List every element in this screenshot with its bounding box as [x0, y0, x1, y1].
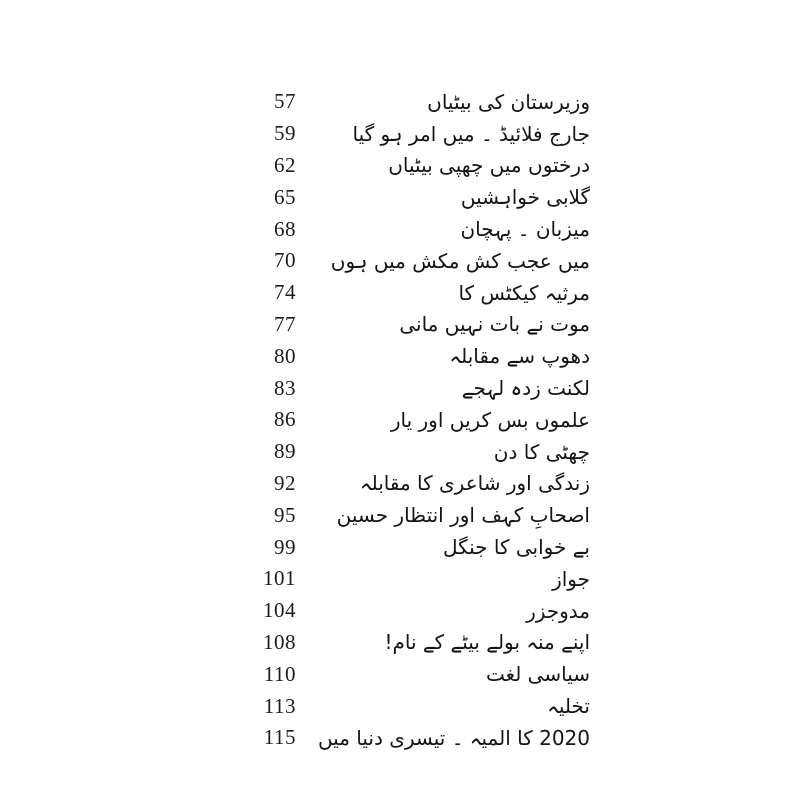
- toc-row: 113 تخلیہ: [238, 690, 590, 722]
- toc-row: 101 جواز: [238, 563, 590, 595]
- toc-row: 89 چھٹی کا دن: [238, 436, 590, 468]
- toc-entry-title: تخلیہ: [547, 694, 590, 719]
- toc-row: 86 علموں بس کریں اور یار: [238, 404, 590, 436]
- toc-entry-title: مرثیہ کیکٹس کا: [458, 280, 590, 305]
- toc-page-number: 108: [263, 629, 296, 654]
- toc-page-number: 113: [263, 693, 296, 718]
- toc-row: 92 زندگی اور شاعری کا مقابلہ: [238, 468, 590, 500]
- toc-entry-title: 2020 کا المیہ ۔ تیسری دنیا میں: [317, 725, 590, 750]
- toc-page-number: 62: [274, 152, 296, 177]
- toc-row: 65 گلابی خواہشیں: [238, 181, 590, 213]
- toc-row: 70 میں عجب کش مکش میں ہوں: [238, 245, 590, 277]
- toc-entry-title: چھٹی کا دن: [493, 439, 590, 464]
- toc-page-number: 99: [274, 534, 296, 559]
- toc-entry-title: درختوں میں چھپی بیٹیاں: [388, 153, 590, 178]
- table-of-contents: 57 وزیرستان کی بیٹیاں 59 جارج فلائیڈ ۔ م…: [238, 86, 590, 754]
- toc-entry-title: جارج فلائیڈ ۔ میں امر ہو گیا: [352, 121, 590, 146]
- toc-row: 95 اصحابِ کہف اور انتظار حسین: [238, 499, 590, 531]
- toc-page-number: 104: [263, 598, 296, 623]
- toc-entry-title: لکنت زدہ لہجے: [461, 376, 590, 401]
- toc-row: 62 درختوں میں چھپی بیٹیاں: [238, 150, 590, 182]
- toc-entry-title: اپنے منہ بولے بیٹے کے نام!: [384, 630, 591, 655]
- toc-entry-title: زندگی اور شاعری کا مقابلہ: [359, 471, 590, 496]
- toc-row: 68 میزبان ۔ پہچان: [238, 213, 590, 245]
- toc-page-number: 115: [263, 725, 296, 750]
- toc-row: 77 موت نے بات نہیں مانی: [238, 309, 590, 341]
- toc-page-number: 92: [274, 470, 296, 495]
- toc-entry-title: اصحابِ کہف اور انتظار حسین: [336, 503, 590, 528]
- toc-page-number: 95: [274, 502, 296, 527]
- toc-entry-title: موت نے بات نہیں مانی: [399, 312, 590, 337]
- toc-entry-title: گلابی خواہشیں: [460, 185, 590, 210]
- toc-row: 115 2020 کا المیہ ۔ تیسری دنیا میں: [238, 722, 590, 754]
- toc-row: 74 مرثیہ کیکٹس کا: [238, 277, 590, 309]
- toc-page-number: 74: [274, 280, 296, 305]
- toc-entry-title: جواز: [552, 566, 590, 591]
- toc-row: 110 سیاسی لغت: [238, 658, 590, 690]
- toc-entry-title: بے خوابی کا جنگل: [442, 535, 590, 560]
- toc-row: 57 وزیرستان کی بیٹیاں: [238, 86, 590, 118]
- toc-entry-title: میزبان ۔ پہچان: [460, 217, 590, 242]
- toc-page-number: 86: [274, 407, 296, 432]
- toc-page-number: 83: [274, 375, 296, 400]
- toc-page-number: 101: [263, 566, 296, 591]
- toc-row: 104 مدوجزر: [238, 595, 590, 627]
- toc-entry-title: سیاسی لغت: [485, 662, 590, 687]
- toc-entry-title: وزیرستان کی بیٹیاں: [427, 89, 590, 114]
- toc-page-number: 70: [274, 248, 296, 273]
- toc-row: 99 بے خوابی کا جنگل: [238, 531, 590, 563]
- toc-page-number: 57: [274, 89, 296, 114]
- toc-page-number: 59: [274, 121, 296, 146]
- toc-page-number: 65: [274, 184, 296, 209]
- toc-page-number: 80: [274, 343, 296, 368]
- toc-page-number: 77: [274, 311, 296, 336]
- toc-page-number: 110: [263, 661, 296, 686]
- toc-entry-title: میں عجب کش مکش میں ہوں: [330, 248, 590, 273]
- toc-entry-title: دھوپ سے مقابلہ: [449, 344, 590, 369]
- toc-entry-title: علموں بس کریں اور یار: [390, 407, 590, 432]
- toc-row: 59 جارج فلائیڈ ۔ میں امر ہو گیا: [238, 118, 590, 150]
- toc-row: 80 دھوپ سے مقابلہ: [238, 340, 590, 372]
- toc-row: 83 لکنت زدہ لہجے: [238, 372, 590, 404]
- toc-page-number: 89: [274, 439, 296, 464]
- toc-page-number: 68: [274, 216, 296, 241]
- toc-entry-title: مدوجزر: [526, 598, 590, 623]
- toc-row: 108 اپنے منہ بولے بیٹے کے نام!: [238, 627, 590, 659]
